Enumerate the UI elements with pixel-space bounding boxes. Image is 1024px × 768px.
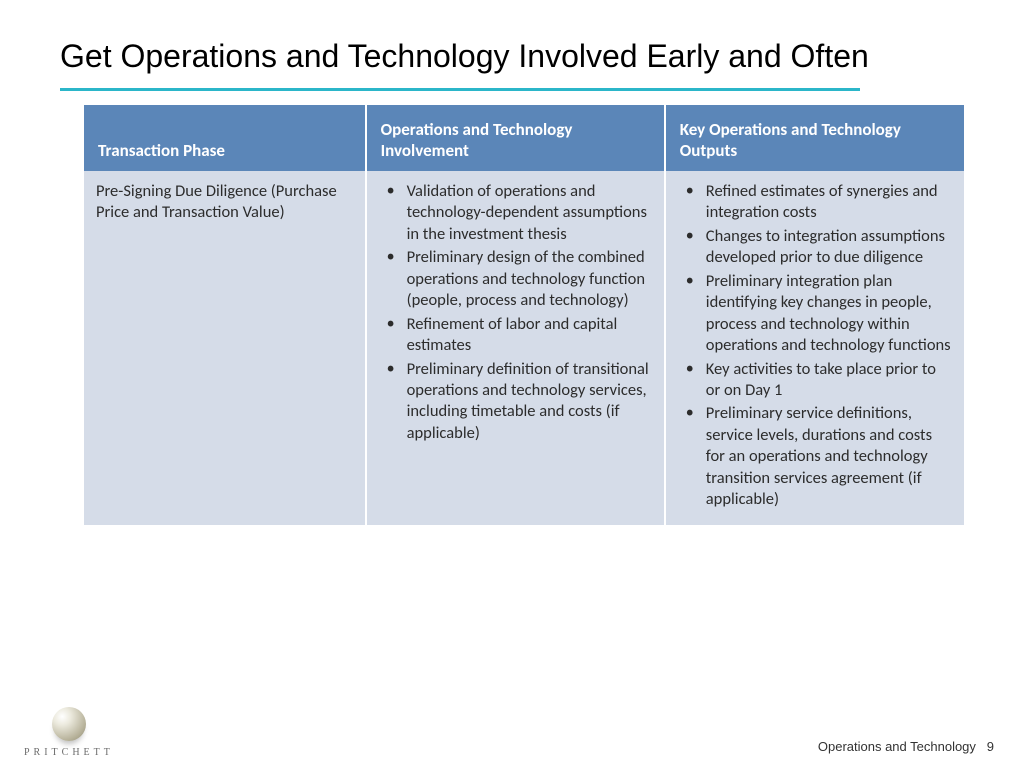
- list-item: Preliminary service definitions, service…: [678, 403, 952, 510]
- col-header-outputs: Key Operations and Technology Outputs: [665, 105, 964, 171]
- list-item: Refinement of labor and capital estimate…: [379, 314, 652, 357]
- brand-text: PRITCHETT: [24, 747, 114, 758]
- table-row: Pre-Signing Due Diligence (Purchase Pric…: [84, 171, 964, 525]
- slide-title: Get Operations and Technology Involved E…: [60, 36, 964, 76]
- list-item: Preliminary integration plan identifying…: [678, 271, 952, 357]
- list-item: Preliminary design of the combined opera…: [379, 247, 652, 311]
- list-item: Validation of operations and technology-…: [379, 181, 652, 245]
- footer-label: Operations and Technology: [818, 739, 976, 754]
- brand-logo: PRITCHETT: [24, 707, 114, 758]
- cell-phase: Pre-Signing Due Diligence (Purchase Pric…: [84, 171, 366, 525]
- list-item: Refined estimates of synergies and integ…: [678, 181, 952, 224]
- cell-involvement: Validation of operations and technology-…: [366, 171, 665, 525]
- col-header-involvement: Operations and Technology Involvement: [366, 105, 665, 171]
- list-item: Changes to integration assumptions devel…: [678, 226, 952, 269]
- sphere-icon: [52, 707, 86, 741]
- title-underline: [60, 88, 860, 91]
- table-header-row: Transaction Phase Operations and Technol…: [84, 105, 964, 171]
- involvement-list: Validation of operations and technology-…: [379, 181, 652, 444]
- list-item: Preliminary definition of transitional o…: [379, 359, 652, 445]
- page-number: 9: [987, 739, 994, 754]
- footer: Operations and Technology 9: [818, 739, 994, 754]
- list-item: Key activities to take place prior to or…: [678, 359, 952, 402]
- col-header-phase: Transaction Phase: [84, 105, 366, 171]
- content-table: Transaction Phase Operations and Technol…: [84, 105, 964, 525]
- content-table-wrap: Transaction Phase Operations and Technol…: [84, 105, 964, 525]
- outputs-list: Refined estimates of synergies and integ…: [678, 181, 952, 511]
- cell-outputs: Refined estimates of synergies and integ…: [665, 171, 964, 525]
